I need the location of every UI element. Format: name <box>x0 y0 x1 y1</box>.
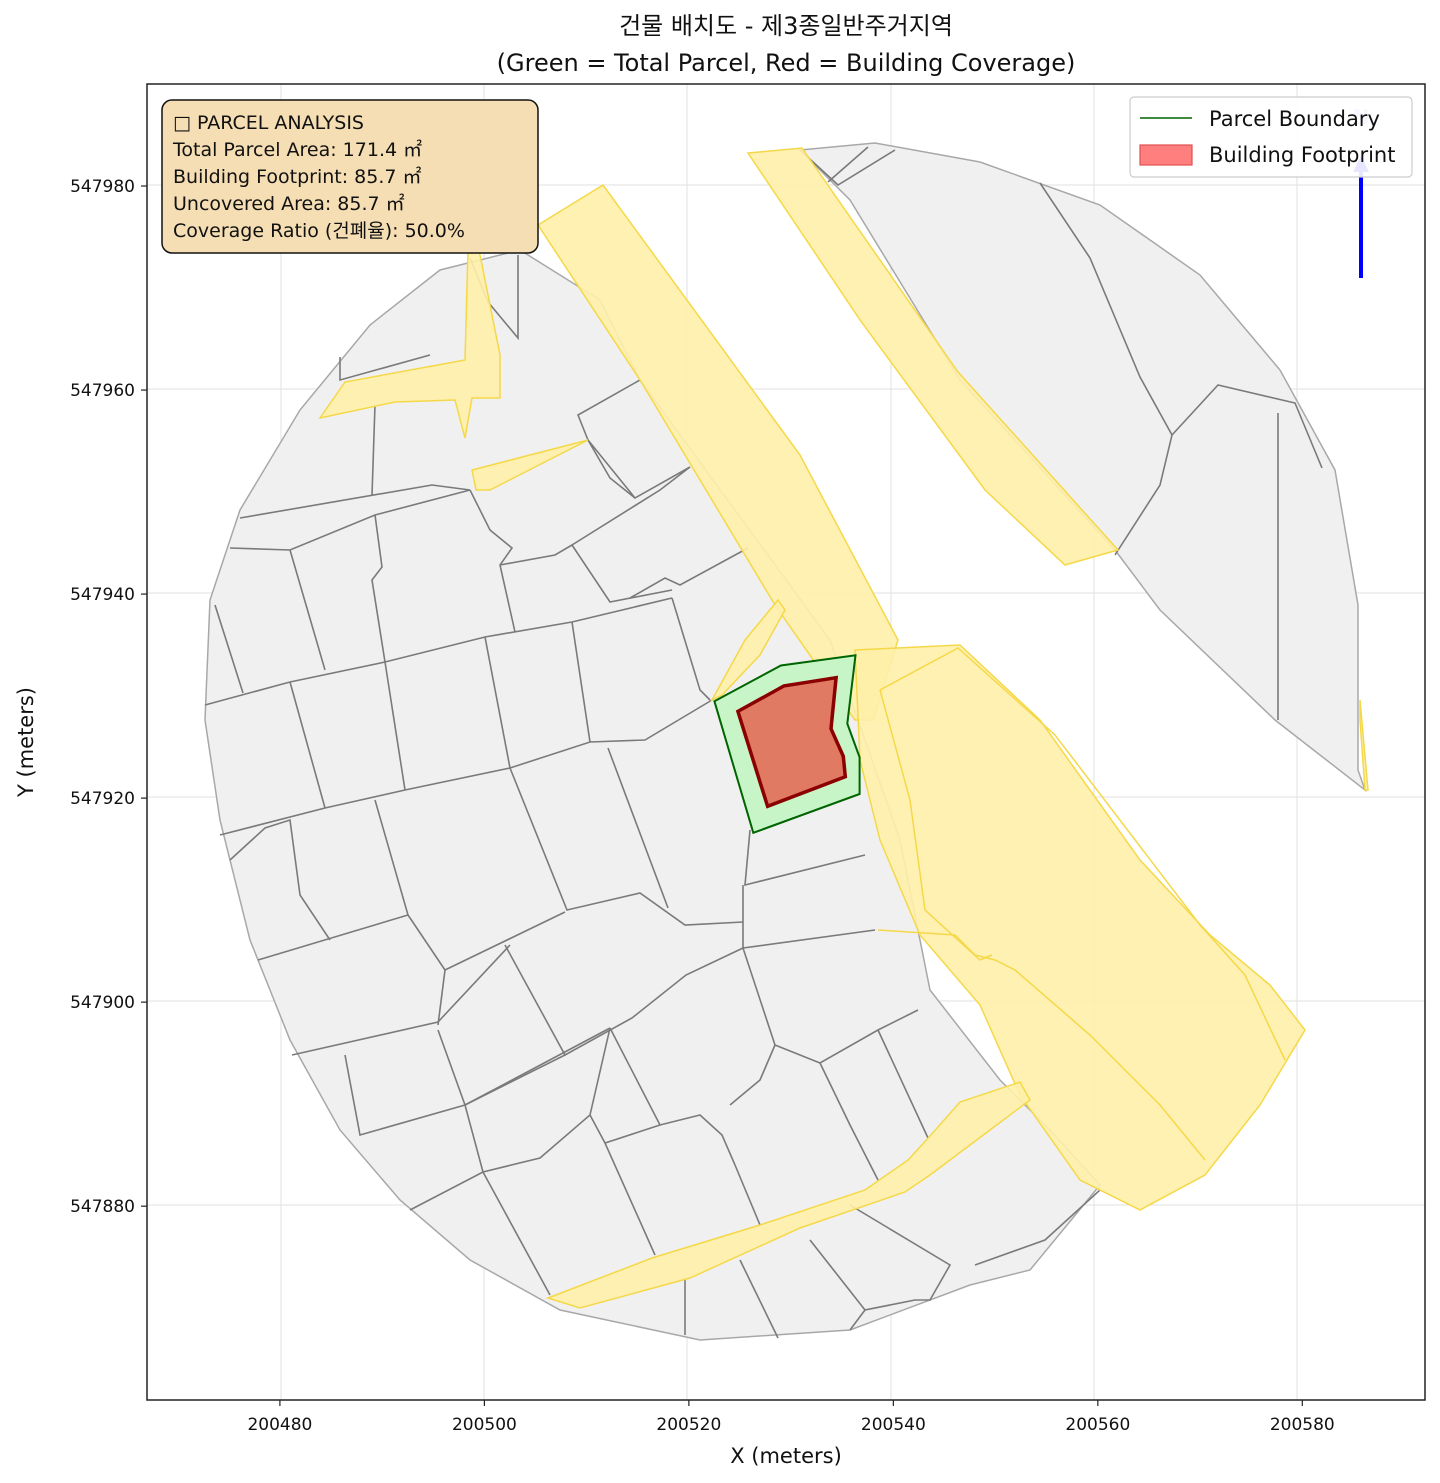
lot-line-41 <box>739 1259 779 1339</box>
road-inner-edges <box>877 647 1286 1161</box>
lot-line-28 <box>344 1054 566 1137</box>
lot-line-38 <box>819 1062 879 1181</box>
lot-line-43 <box>849 1204 952 1331</box>
lot-line-10 <box>289 681 326 809</box>
lot-line-24 <box>437 969 446 1026</box>
y-tick-label: 547900 <box>70 993 135 1013</box>
road-inner-edge-1 <box>879 647 1286 1061</box>
y-axis-label: Y (meters) <box>14 687 38 798</box>
lot-line-18 <box>509 767 744 926</box>
x-tick-label: 200480 <box>247 1415 312 1435</box>
lot-line-2 <box>229 489 471 551</box>
lot-line-9 <box>571 466 691 546</box>
lot-line-11 <box>384 661 406 791</box>
lot-line-44 <box>974 1189 1101 1266</box>
x-tick-label: 200520 <box>656 1415 721 1435</box>
lot-line-30 <box>409 1027 611 1211</box>
lot-line-13 <box>571 621 591 743</box>
y-tick-label: 547920 <box>70 789 135 809</box>
lot-line-25 <box>291 944 511 1056</box>
building-footprint[interactable] <box>735 675 848 809</box>
info-box-background <box>161 99 539 254</box>
info-total-area: Total Parcel Area: 171.4 ㎡ <box>172 138 422 161</box>
lot-line-55 <box>629 547 749 599</box>
y-tick-label: 547940 <box>70 585 135 605</box>
road-north-spur <box>471 439 589 491</box>
x-tick-label: 200560 <box>1065 1415 1130 1435</box>
lot-line-6 <box>204 597 673 706</box>
x-tick-label: 200540 <box>861 1415 926 1435</box>
road-east-edge-strip <box>1359 699 1369 791</box>
lot-line-22 <box>744 829 866 887</box>
legend-parcel-label: Parcel Boundary <box>1209 107 1380 131</box>
info-uncovered: Uncovered Area: 85.7 ㎡ <box>173 192 405 215</box>
lot-line-49 <box>827 146 869 183</box>
lot-line-42 <box>809 1239 866 1311</box>
lot-line-31 <box>609 1027 736 1166</box>
lot-line-12 <box>484 636 511 769</box>
lot-line-19 <box>607 747 669 909</box>
lot-line-32 <box>482 1171 551 1296</box>
lot-line-39 <box>877 1029 929 1139</box>
x-tick-label: 200500 <box>452 1415 517 1435</box>
road-diagonal-east <box>746 147 1120 566</box>
title-line-1: 건물 배치도 - 제3종일반주거지역 <box>619 12 953 40</box>
lot-line-21 <box>444 911 566 971</box>
lot-line-7 <box>469 489 516 633</box>
lot-line-20 <box>257 914 409 961</box>
legend-building-swatch <box>1139 144 1193 166</box>
lot-line-35 <box>604 1142 656 1256</box>
parcel-analysis-box: □ PARCEL ANALYSIS Total Parcel Area: 171… <box>161 99 539 254</box>
y-tick-label: 547980 <box>70 177 135 197</box>
lot-line-4 <box>289 549 326 671</box>
x-axis-ticks: 200480 200500 200520 200540 200560 200580 <box>247 1400 1335 1435</box>
x-axis-label: X (meters) <box>730 1444 842 1468</box>
lot-line-46 <box>1171 384 1323 469</box>
road-corridors <box>318 147 1369 1309</box>
lot-line-52 <box>587 439 636 499</box>
lot-line-16 <box>229 818 331 941</box>
lot-line-5 <box>371 514 386 663</box>
legend: Parcel Boundary Building Footprint <box>1129 96 1413 178</box>
axes-frame <box>146 83 1426 1401</box>
lot-line-3 <box>214 604 244 694</box>
legend-frame <box>1129 96 1413 178</box>
lot-line-26 <box>504 944 744 1057</box>
y-tick-label: 547960 <box>70 381 135 401</box>
info-coverage: Coverage Ratio (건폐율): 50.0% <box>173 220 465 242</box>
y-tick-label: 547880 <box>70 1197 135 1217</box>
road-inner-edge-3 <box>879 689 993 961</box>
x-tick-label: 200580 <box>1270 1415 1335 1435</box>
lot-line-14 <box>671 597 711 701</box>
lot-line-54 <box>371 404 376 496</box>
road-northwest-strip <box>318 243 501 439</box>
road-east-wedge <box>854 644 1306 1211</box>
lot-line-33 <box>464 1027 611 1106</box>
lot-line-48 <box>799 149 896 186</box>
road-west-spur <box>710 598 786 702</box>
lot-line-53 <box>339 354 431 382</box>
lot-line-37 <box>729 1044 776 1106</box>
lot-line-45 <box>1039 182 1173 556</box>
y-axis-ticks: 547880 547900 547920 547940 547960 547980 <box>70 177 147 1217</box>
road-south-strip <box>545 1081 1031 1309</box>
info-footprint: Building Footprint: 85.7 ㎡ <box>173 165 422 188</box>
info-heading: □ PARCEL ANALYSIS <box>173 112 364 134</box>
title-line-2: (Green = Total Parcel, Red = Building Co… <box>497 49 1076 77</box>
legend-building-label: Building Footprint <box>1209 143 1395 167</box>
road-inner-edge-2 <box>877 929 1206 1161</box>
lot-line-1 <box>239 484 471 519</box>
lot-line-36 <box>734 1164 761 1226</box>
